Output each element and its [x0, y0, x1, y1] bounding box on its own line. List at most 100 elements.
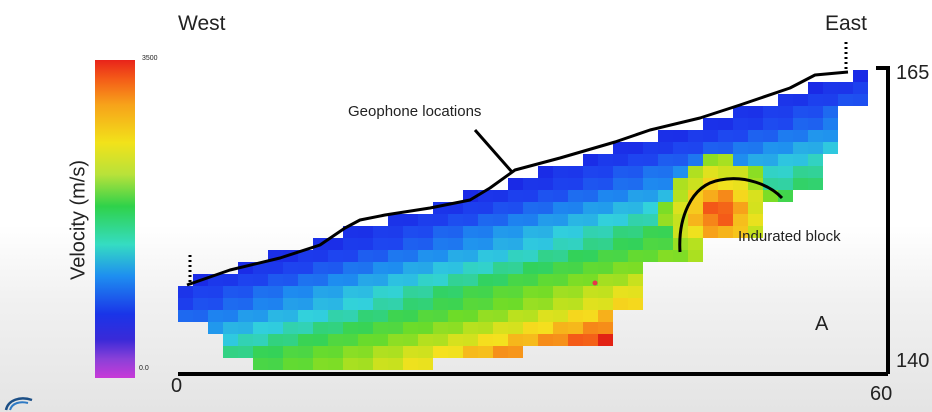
velocity-cell	[598, 298, 613, 310]
east-label: East	[825, 12, 868, 35]
velocity-cell	[568, 250, 583, 262]
velocity-cell	[478, 298, 493, 310]
velocity-cell	[763, 142, 778, 154]
velocity-cell	[613, 226, 628, 238]
velocity-cell	[253, 322, 268, 334]
velocity-cell	[388, 298, 403, 310]
velocity-cell	[223, 310, 238, 322]
velocity-cell	[268, 334, 283, 346]
velocity-cell	[568, 298, 583, 310]
velocity-cell	[628, 154, 643, 166]
velocity-cell	[463, 346, 478, 358]
velocity-cell	[748, 190, 763, 202]
velocity-cell	[403, 214, 418, 226]
velocity-cell	[328, 346, 343, 358]
velocity-cell	[448, 322, 463, 334]
velocity-cell	[718, 118, 733, 130]
velocity-cell	[433, 214, 448, 226]
velocity-cell	[403, 250, 418, 262]
velocity-cell	[208, 310, 223, 322]
velocity-cell	[793, 178, 808, 190]
velocity-cell	[568, 334, 583, 346]
velocity-cell	[343, 298, 358, 310]
geophone-locations-label: Geophone locations	[348, 103, 482, 120]
velocity-cell	[433, 310, 448, 322]
velocity-cell	[508, 226, 523, 238]
velocity-cell	[238, 346, 253, 358]
velocity-cell	[718, 190, 733, 202]
velocity-cell	[808, 166, 823, 178]
velocity-cell	[583, 322, 598, 334]
geophone-pointer-line	[473, 129, 514, 173]
velocity-cell	[493, 238, 508, 250]
velocity-cell	[493, 262, 508, 274]
velocity-cell	[493, 274, 508, 286]
velocity-cell	[463, 262, 478, 274]
y-axis-bottom-label: 140	[896, 350, 930, 372]
velocity-cell	[523, 286, 538, 298]
velocity-cell	[478, 250, 493, 262]
velocity-cell	[718, 130, 733, 142]
velocity-cell	[778, 94, 793, 106]
velocity-cell	[478, 322, 493, 334]
velocity-cell	[538, 274, 553, 286]
velocity-cell	[643, 226, 658, 238]
velocity-cell	[223, 286, 238, 298]
velocity-cell	[643, 202, 658, 214]
velocity-cell	[418, 358, 433, 370]
velocity-cell	[313, 298, 328, 310]
velocity-cell	[403, 334, 418, 346]
velocity-cell	[748, 130, 763, 142]
velocity-cell	[853, 82, 868, 94]
velocity-cell	[748, 142, 763, 154]
velocity-cell	[388, 238, 403, 250]
velocity-cell	[583, 334, 598, 346]
velocity-cell	[583, 154, 598, 166]
velocity-cell	[658, 226, 673, 238]
velocity-cell	[448, 238, 463, 250]
velocity-cell	[748, 214, 763, 226]
indurated-block-outline	[678, 177, 784, 253]
velocity-cell	[628, 178, 643, 190]
velocity-cell	[238, 310, 253, 322]
velocity-cell	[403, 226, 418, 238]
velocity-cell	[643, 214, 658, 226]
velocity-cell	[823, 106, 838, 118]
velocity-cell	[268, 322, 283, 334]
velocity-cell	[433, 298, 448, 310]
velocity-cell	[568, 274, 583, 286]
velocity-cell	[718, 226, 733, 238]
velocity-cell	[283, 298, 298, 310]
velocity-cell	[598, 322, 613, 334]
velocity-cell	[703, 154, 718, 166]
velocity-cell	[763, 154, 778, 166]
velocity-cell	[808, 178, 823, 190]
velocity-cell	[358, 238, 373, 250]
velocity-cell	[268, 274, 283, 286]
velocity-cell	[658, 178, 673, 190]
velocity-cell	[358, 358, 373, 370]
velocity-cell	[418, 346, 433, 358]
velocity-cell	[688, 178, 703, 190]
velocity-cell	[628, 298, 643, 310]
velocity-cell	[778, 130, 793, 142]
velocity-cell	[388, 358, 403, 370]
velocity-cell	[493, 202, 508, 214]
velocity-cell	[823, 142, 838, 154]
velocity-cell	[613, 274, 628, 286]
velocity-cell	[673, 250, 688, 262]
velocity-cell	[613, 238, 628, 250]
velocity-cell	[508, 178, 523, 190]
velocity-cell	[358, 334, 373, 346]
velocity-cell	[568, 286, 583, 298]
velocity-cell	[523, 178, 538, 190]
velocity-cell	[478, 226, 493, 238]
velocity-cell	[283, 322, 298, 334]
velocity-cell	[373, 346, 388, 358]
velocity-cell	[658, 202, 673, 214]
velocity-cell	[298, 322, 313, 334]
velocity-cell	[433, 226, 448, 238]
velocity-cell	[658, 154, 673, 166]
velocity-cell	[853, 70, 868, 82]
velocity-cell	[538, 298, 553, 310]
